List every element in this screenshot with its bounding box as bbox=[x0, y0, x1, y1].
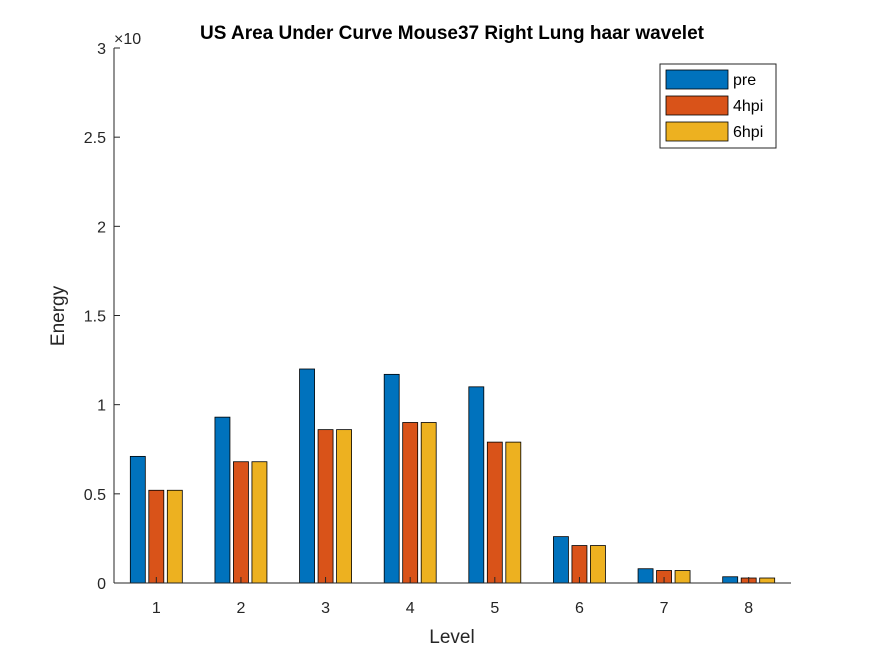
y-tick-label-0: 0 bbox=[97, 576, 106, 593]
legend-label-4hpi: 4hpi bbox=[733, 98, 763, 115]
x-tick-label-4: 4 bbox=[406, 600, 415, 617]
x-tick-label-1: 1 bbox=[152, 600, 161, 617]
x-tick-label-3: 3 bbox=[321, 600, 330, 617]
y-tick-label-2: 2 bbox=[97, 219, 106, 236]
bar-6hpi-level-4 bbox=[420, 422, 437, 584]
bar-pre-level-5 bbox=[468, 386, 485, 584]
x-axis-label: Level bbox=[429, 627, 474, 648]
legend: pre 4hpi 6hpi bbox=[659, 63, 777, 149]
bar-pre-level-7 bbox=[637, 568, 654, 584]
legend-label-pre: pre bbox=[733, 72, 756, 89]
y-tick-label-0.5: 0.5 bbox=[84, 487, 106, 504]
bar-4hpi-level-5 bbox=[486, 441, 503, 584]
legend-swatch-6hpi bbox=[665, 121, 729, 142]
y-exponent-label: ×10 bbox=[114, 31, 141, 48]
x-tick-label-5: 5 bbox=[490, 600, 499, 617]
x-tick-label-7: 7 bbox=[660, 600, 669, 617]
legend-swatch-pre bbox=[665, 69, 729, 90]
y-tick-label-2.5: 2.5 bbox=[84, 130, 106, 147]
bars-group bbox=[129, 368, 776, 584]
y-tick-label-1: 1 bbox=[97, 398, 106, 415]
bar-pre-level-6 bbox=[553, 536, 569, 584]
bar-6hpi-level-5 bbox=[505, 441, 522, 584]
bar-4hpi-level-2 bbox=[233, 461, 249, 584]
bar-6hpi-level-7 bbox=[674, 570, 691, 584]
bar-pre-level-2 bbox=[214, 416, 231, 584]
bar-pre-level-3 bbox=[299, 368, 315, 584]
bar-4hpi-level-1 bbox=[148, 489, 165, 584]
bar-6hpi-level-2 bbox=[251, 461, 268, 584]
bar-4hpi-level-3 bbox=[317, 429, 334, 584]
x-tick-label-8: 8 bbox=[744, 600, 753, 617]
y-axis-label: Energy bbox=[48, 285, 69, 346]
bar-4hpi-level-4 bbox=[402, 422, 419, 584]
bar-pre-level-1 bbox=[129, 455, 146, 584]
x-tick-label-6: 6 bbox=[575, 600, 584, 617]
bar-pre-level-8 bbox=[722, 576, 739, 584]
bar-pre-level-4 bbox=[383, 373, 400, 584]
bar-6hpi-level-6 bbox=[590, 545, 606, 584]
x-tick-label-2: 2 bbox=[236, 600, 245, 617]
legend-label-6hpi: 6hpi bbox=[733, 124, 763, 141]
ticks-group: 0 0.5 1 1.5 2 2.5 3 1 2 3 4 5 6 7 8 bbox=[84, 41, 753, 617]
legend-swatch-4hpi bbox=[665, 95, 729, 116]
y-tick-label-1.5: 1.5 bbox=[84, 309, 106, 326]
bar-6hpi-level-3 bbox=[336, 429, 352, 584]
y-tick-label-3: 3 bbox=[97, 41, 106, 58]
chart-title: US Area Under Curve Mouse37 Right Lung h… bbox=[200, 23, 705, 44]
bar-6hpi-level-1 bbox=[166, 489, 183, 584]
bar-6hpi-level-8 bbox=[759, 577, 776, 584]
